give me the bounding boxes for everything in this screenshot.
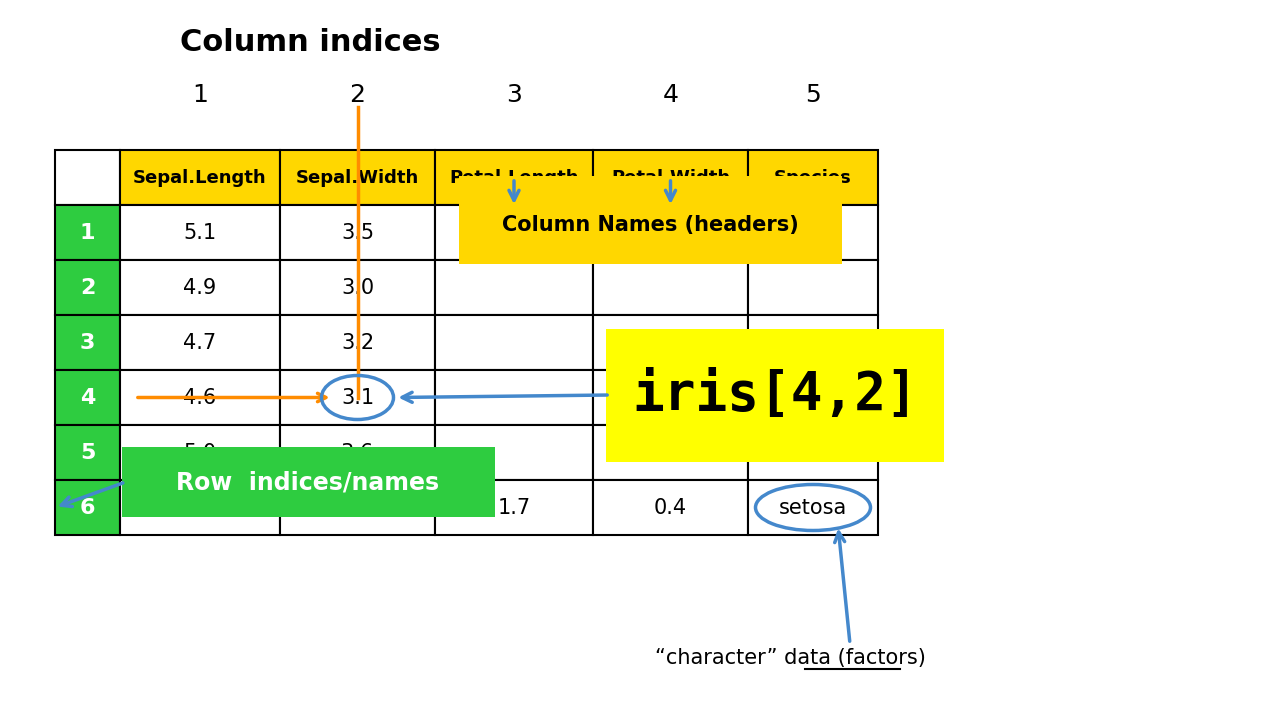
FancyBboxPatch shape: [55, 315, 120, 370]
Text: 3: 3: [79, 333, 95, 353]
FancyBboxPatch shape: [55, 370, 120, 425]
Text: Row  indices/names: Row indices/names: [177, 470, 439, 494]
FancyBboxPatch shape: [748, 480, 878, 535]
Text: 0.4: 0.4: [654, 498, 687, 518]
Text: 4.7: 4.7: [183, 333, 216, 353]
Text: 3.6: 3.6: [340, 443, 374, 462]
FancyBboxPatch shape: [55, 425, 120, 480]
FancyBboxPatch shape: [593, 205, 748, 260]
Text: 5: 5: [79, 443, 95, 462]
Text: Sepal.Width: Sepal.Width: [296, 168, 419, 186]
Text: “character” data (factors): “character” data (factors): [654, 648, 925, 668]
Text: 4: 4: [663, 83, 678, 107]
FancyBboxPatch shape: [593, 370, 748, 425]
FancyBboxPatch shape: [593, 315, 748, 370]
Text: 5: 5: [805, 83, 820, 107]
FancyBboxPatch shape: [280, 370, 435, 425]
FancyBboxPatch shape: [435, 370, 593, 425]
FancyBboxPatch shape: [120, 260, 280, 315]
Text: 3.0: 3.0: [340, 277, 374, 297]
Text: 4.9: 4.9: [183, 277, 216, 297]
Text: 4: 4: [79, 387, 95, 408]
Text: 6: 6: [79, 498, 95, 518]
FancyBboxPatch shape: [748, 150, 878, 205]
Text: Species: Species: [774, 168, 852, 186]
Text: 1.7: 1.7: [498, 498, 531, 518]
FancyBboxPatch shape: [435, 425, 593, 480]
FancyBboxPatch shape: [748, 260, 878, 315]
FancyBboxPatch shape: [593, 260, 748, 315]
Text: 5.0: 5.0: [183, 443, 216, 462]
FancyBboxPatch shape: [748, 425, 878, 480]
FancyBboxPatch shape: [280, 425, 435, 480]
Text: 1: 1: [79, 222, 95, 243]
FancyBboxPatch shape: [593, 425, 748, 480]
Text: 3.5: 3.5: [340, 222, 374, 243]
FancyBboxPatch shape: [435, 480, 593, 535]
FancyBboxPatch shape: [55, 150, 120, 205]
FancyBboxPatch shape: [120, 425, 280, 480]
Text: Petal.Length: Petal.Length: [449, 168, 579, 186]
FancyBboxPatch shape: [605, 328, 945, 462]
Text: 5.1: 5.1: [183, 222, 216, 243]
Text: 1: 1: [192, 83, 207, 107]
FancyBboxPatch shape: [120, 150, 280, 205]
Text: setosa: setosa: [778, 387, 847, 408]
Text: setosa: setosa: [778, 443, 847, 462]
Text: setosa: setosa: [778, 333, 847, 353]
FancyBboxPatch shape: [120, 205, 280, 260]
Text: Column Names (headers): Column Names (headers): [502, 215, 799, 235]
FancyBboxPatch shape: [748, 315, 878, 370]
FancyBboxPatch shape: [120, 480, 280, 535]
Text: 3.2: 3.2: [340, 333, 374, 353]
Text: 4.6: 4.6: [183, 387, 216, 408]
Text: 2: 2: [79, 277, 95, 297]
FancyBboxPatch shape: [458, 176, 841, 264]
FancyBboxPatch shape: [435, 150, 593, 205]
FancyBboxPatch shape: [280, 150, 435, 205]
FancyBboxPatch shape: [280, 205, 435, 260]
FancyBboxPatch shape: [280, 315, 435, 370]
Text: 3: 3: [506, 83, 522, 107]
FancyBboxPatch shape: [593, 480, 748, 535]
FancyBboxPatch shape: [435, 315, 593, 370]
Text: Sepal.Length: Sepal.Length: [133, 168, 266, 186]
FancyBboxPatch shape: [55, 205, 120, 260]
FancyBboxPatch shape: [122, 447, 494, 517]
FancyBboxPatch shape: [435, 260, 593, 315]
FancyBboxPatch shape: [748, 370, 878, 425]
FancyBboxPatch shape: [120, 315, 280, 370]
FancyBboxPatch shape: [593, 150, 748, 205]
Text: iris[4,2]: iris[4,2]: [632, 369, 918, 421]
FancyBboxPatch shape: [120, 370, 280, 425]
FancyBboxPatch shape: [748, 205, 878, 260]
FancyBboxPatch shape: [435, 205, 593, 260]
Text: setosa: setosa: [778, 498, 847, 518]
FancyBboxPatch shape: [55, 260, 120, 315]
FancyBboxPatch shape: [55, 480, 120, 535]
Text: 3.1: 3.1: [340, 387, 374, 408]
FancyBboxPatch shape: [280, 260, 435, 315]
Text: 2: 2: [349, 83, 366, 107]
FancyBboxPatch shape: [280, 480, 435, 535]
Text: Column indices: Column indices: [179, 27, 440, 56]
Text: Petal.Width: Petal.Width: [611, 168, 730, 186]
